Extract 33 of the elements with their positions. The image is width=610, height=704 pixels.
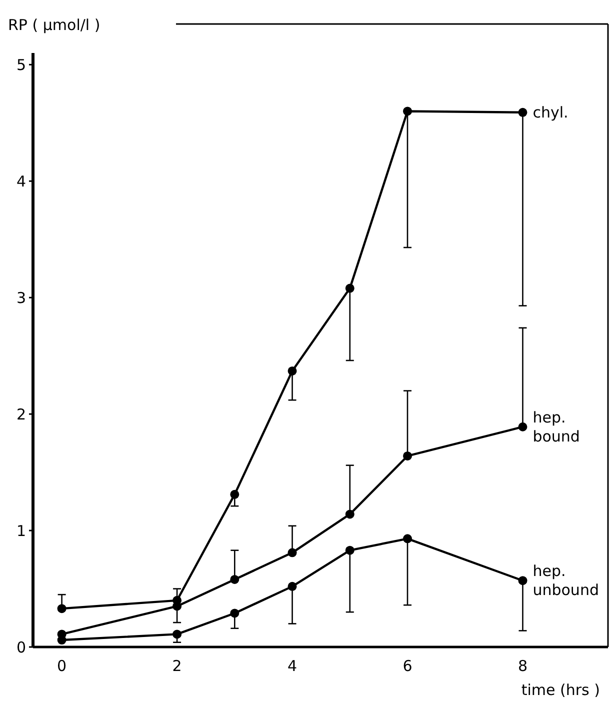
y-tick-label: 1 xyxy=(16,522,26,540)
point xyxy=(403,106,412,116)
point xyxy=(288,548,297,558)
y-tick-label: 3 xyxy=(16,288,26,307)
point xyxy=(403,534,412,544)
point xyxy=(288,582,297,591)
x-tick-label: 0 xyxy=(57,657,67,675)
x-tick-label: 6 xyxy=(402,657,412,675)
y-tick-label: 4 xyxy=(16,172,26,190)
y-axis-title: RP ( µmol/l ) xyxy=(8,16,100,34)
point xyxy=(518,576,528,586)
point xyxy=(230,608,240,618)
x-tick-label: 8 xyxy=(518,657,528,675)
series-label: hep. bound xyxy=(532,408,580,446)
x-tick-label: 4 xyxy=(287,657,298,675)
series-label: hep. unbound xyxy=(532,562,599,600)
point xyxy=(345,510,354,519)
point xyxy=(345,546,354,555)
point xyxy=(230,490,240,499)
point xyxy=(172,630,182,639)
x-axis-title: time (hrs ) xyxy=(521,681,600,699)
point xyxy=(518,422,528,432)
point xyxy=(518,108,528,117)
series-label: chyl. xyxy=(532,103,568,122)
y-tick-label: 2 xyxy=(16,405,26,424)
y-tick-label: 5 xyxy=(16,56,26,74)
x-tick-label: 2 xyxy=(172,657,182,675)
point xyxy=(230,574,240,584)
point xyxy=(345,284,354,293)
point xyxy=(403,451,412,460)
point xyxy=(57,604,66,614)
y-tick-label: 0 xyxy=(16,638,26,656)
point xyxy=(288,366,297,376)
